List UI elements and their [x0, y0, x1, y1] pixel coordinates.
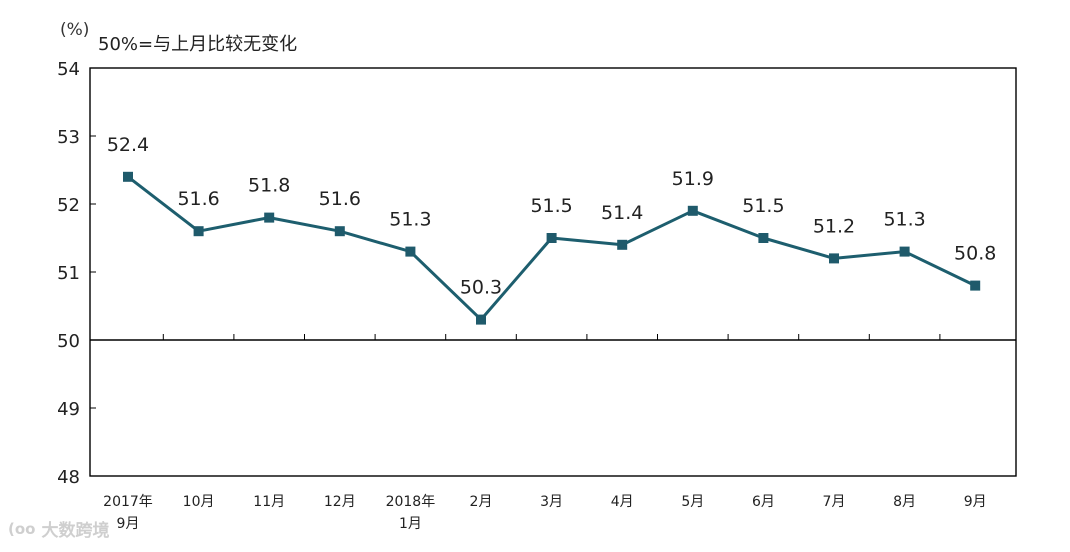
data-point: [758, 233, 769, 243]
y-tick-label: 49: [57, 399, 80, 420]
plot-frame: [89, 67, 1017, 477]
x-tick-label: 2月: [470, 494, 493, 510]
y-tick-label: 54: [57, 59, 80, 80]
data-point: [829, 253, 839, 264]
x-tick-label: 3月: [540, 494, 563, 510]
y-tick-label: 51: [57, 263, 80, 284]
data-label: 51.6: [177, 188, 219, 210]
data-label: 51.5: [530, 195, 572, 217]
x-tick-label: 12月: [324, 494, 356, 510]
x-tick-label: 2018年 1月: [386, 494, 436, 532]
y-tick-label: 52: [57, 195, 80, 216]
x-tick-label: 2017年 9月: [103, 494, 153, 532]
data-point: [617, 239, 628, 250]
y-tick-label: 50: [57, 331, 80, 352]
data-label: 52.4: [107, 134, 149, 156]
x-tick-label: 8月: [893, 494, 916, 510]
x-tick-label: 4月: [611, 494, 634, 510]
x-tick-label: 9月: [964, 494, 987, 510]
data-label: 50.3: [460, 277, 502, 299]
data-label: 51.8: [248, 175, 290, 197]
data-label: 51.3: [883, 209, 925, 231]
y-tick-label: 53: [57, 127, 80, 148]
data-label: 51.2: [813, 215, 855, 237]
data-point: [405, 246, 416, 257]
data-point: [193, 226, 204, 237]
watermark-text: 大数跨境: [41, 521, 110, 541]
x-tick-label: 7月: [823, 494, 846, 510]
data-point: [334, 226, 345, 237]
data-label: 51.5: [742, 195, 784, 217]
data-point: [264, 212, 275, 223]
chart-note: 50%=与上月比较无变化: [98, 34, 298, 55]
data-label: 51.6: [319, 188, 361, 210]
data-label: 50.8: [954, 243, 996, 265]
data-point: [899, 246, 910, 257]
x-tick-label: 10月: [183, 494, 215, 510]
y-tick-label: 48: [57, 467, 80, 488]
data-point: [970, 280, 981, 291]
data-label: 51.4: [601, 202, 643, 224]
x-tick-label: 5月: [681, 494, 704, 510]
watermark: (oo 大数跨境: [8, 516, 110, 542]
data-point: [546, 233, 557, 243]
y-unit-label: (%): [60, 20, 90, 40]
x-tick-label: 11月: [253, 494, 285, 510]
watermark-logo-icon: (oo: [8, 519, 36, 538]
data-label: 51.9: [672, 168, 714, 190]
data-point: [476, 314, 486, 325]
data-point: [123, 171, 133, 182]
data-point: [687, 205, 698, 216]
data-label: 51.3: [389, 209, 431, 231]
x-tick-label: 6月: [752, 494, 775, 510]
